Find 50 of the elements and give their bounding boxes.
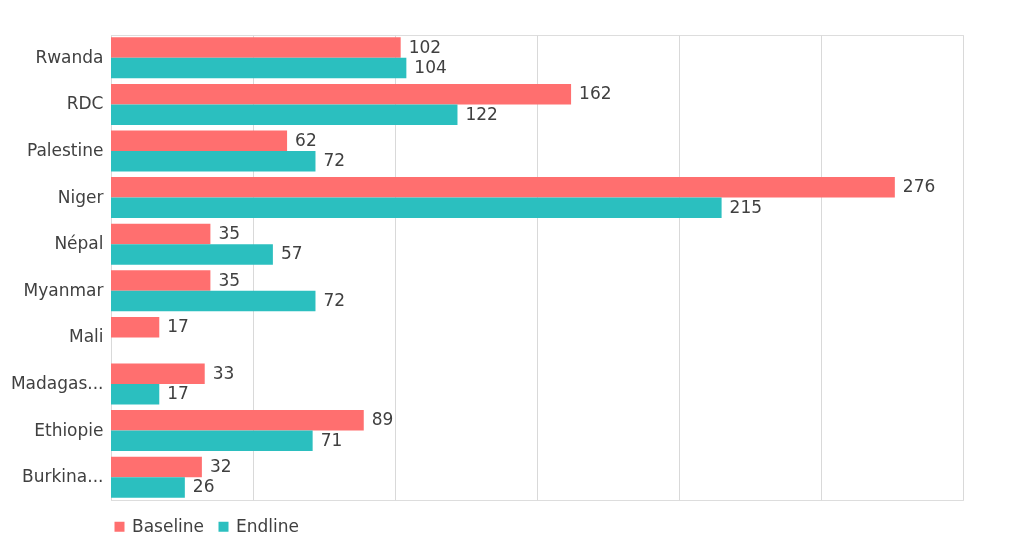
data-label: 104 bbox=[414, 57, 447, 78]
y-tick-label: RDC bbox=[66, 93, 104, 114]
bar bbox=[111, 83, 572, 105]
legend-label: Baseline bbox=[132, 515, 205, 536]
bar bbox=[111, 197, 722, 219]
bar bbox=[111, 316, 160, 338]
bar bbox=[111, 223, 211, 245]
bar bbox=[111, 290, 316, 312]
bar bbox=[111, 37, 401, 58]
bar bbox=[111, 456, 202, 478]
bar bbox=[111, 244, 273, 265]
bar bbox=[111, 477, 185, 498]
data-label: 102 bbox=[408, 36, 442, 57]
bar bbox=[111, 130, 288, 152]
y-tick-label: Rwanda bbox=[35, 46, 104, 67]
bar bbox=[111, 177, 895, 198]
data-label: 215 bbox=[729, 196, 763, 217]
y-tick-label: Niger bbox=[57, 186, 104, 207]
bar bbox=[111, 430, 313, 452]
data-label: 89 bbox=[371, 409, 394, 430]
bar bbox=[111, 270, 211, 291]
bar bbox=[111, 383, 160, 405]
data-label: 26 bbox=[192, 476, 215, 497]
data-label: 57 bbox=[280, 243, 303, 264]
data-label: 71 bbox=[320, 429, 343, 450]
data-label: 72 bbox=[323, 150, 346, 171]
bar bbox=[111, 104, 458, 125]
y-tick-label: Burkina... bbox=[22, 466, 104, 487]
y-tick-label: Ethiopie bbox=[34, 419, 104, 440]
bar bbox=[111, 410, 364, 431]
y-tick-label: Myanmar bbox=[23, 279, 104, 300]
data-label: 162 bbox=[579, 83, 612, 104]
data-label: 32 bbox=[209, 455, 232, 476]
data-label: 35 bbox=[218, 222, 241, 243]
data-label: 122 bbox=[465, 103, 498, 124]
y-tick-label: Madagas... bbox=[10, 372, 104, 393]
data-label: 72 bbox=[323, 290, 346, 311]
data-label: 35 bbox=[218, 269, 241, 290]
y-tick-label: Népal bbox=[54, 233, 104, 254]
bar bbox=[111, 151, 316, 172]
y-tick-label: Palestine bbox=[26, 140, 104, 161]
bar bbox=[111, 57, 407, 79]
data-label: 17 bbox=[167, 316, 189, 337]
data-label: 33 bbox=[212, 362, 235, 383]
data-label: 62 bbox=[295, 129, 317, 150]
data-label: 17 bbox=[167, 383, 189, 404]
legend-label: Endline bbox=[236, 515, 299, 536]
data-label: 276 bbox=[902, 176, 936, 197]
bar bbox=[111, 363, 205, 384]
y-tick-label: Mali bbox=[68, 326, 104, 347]
